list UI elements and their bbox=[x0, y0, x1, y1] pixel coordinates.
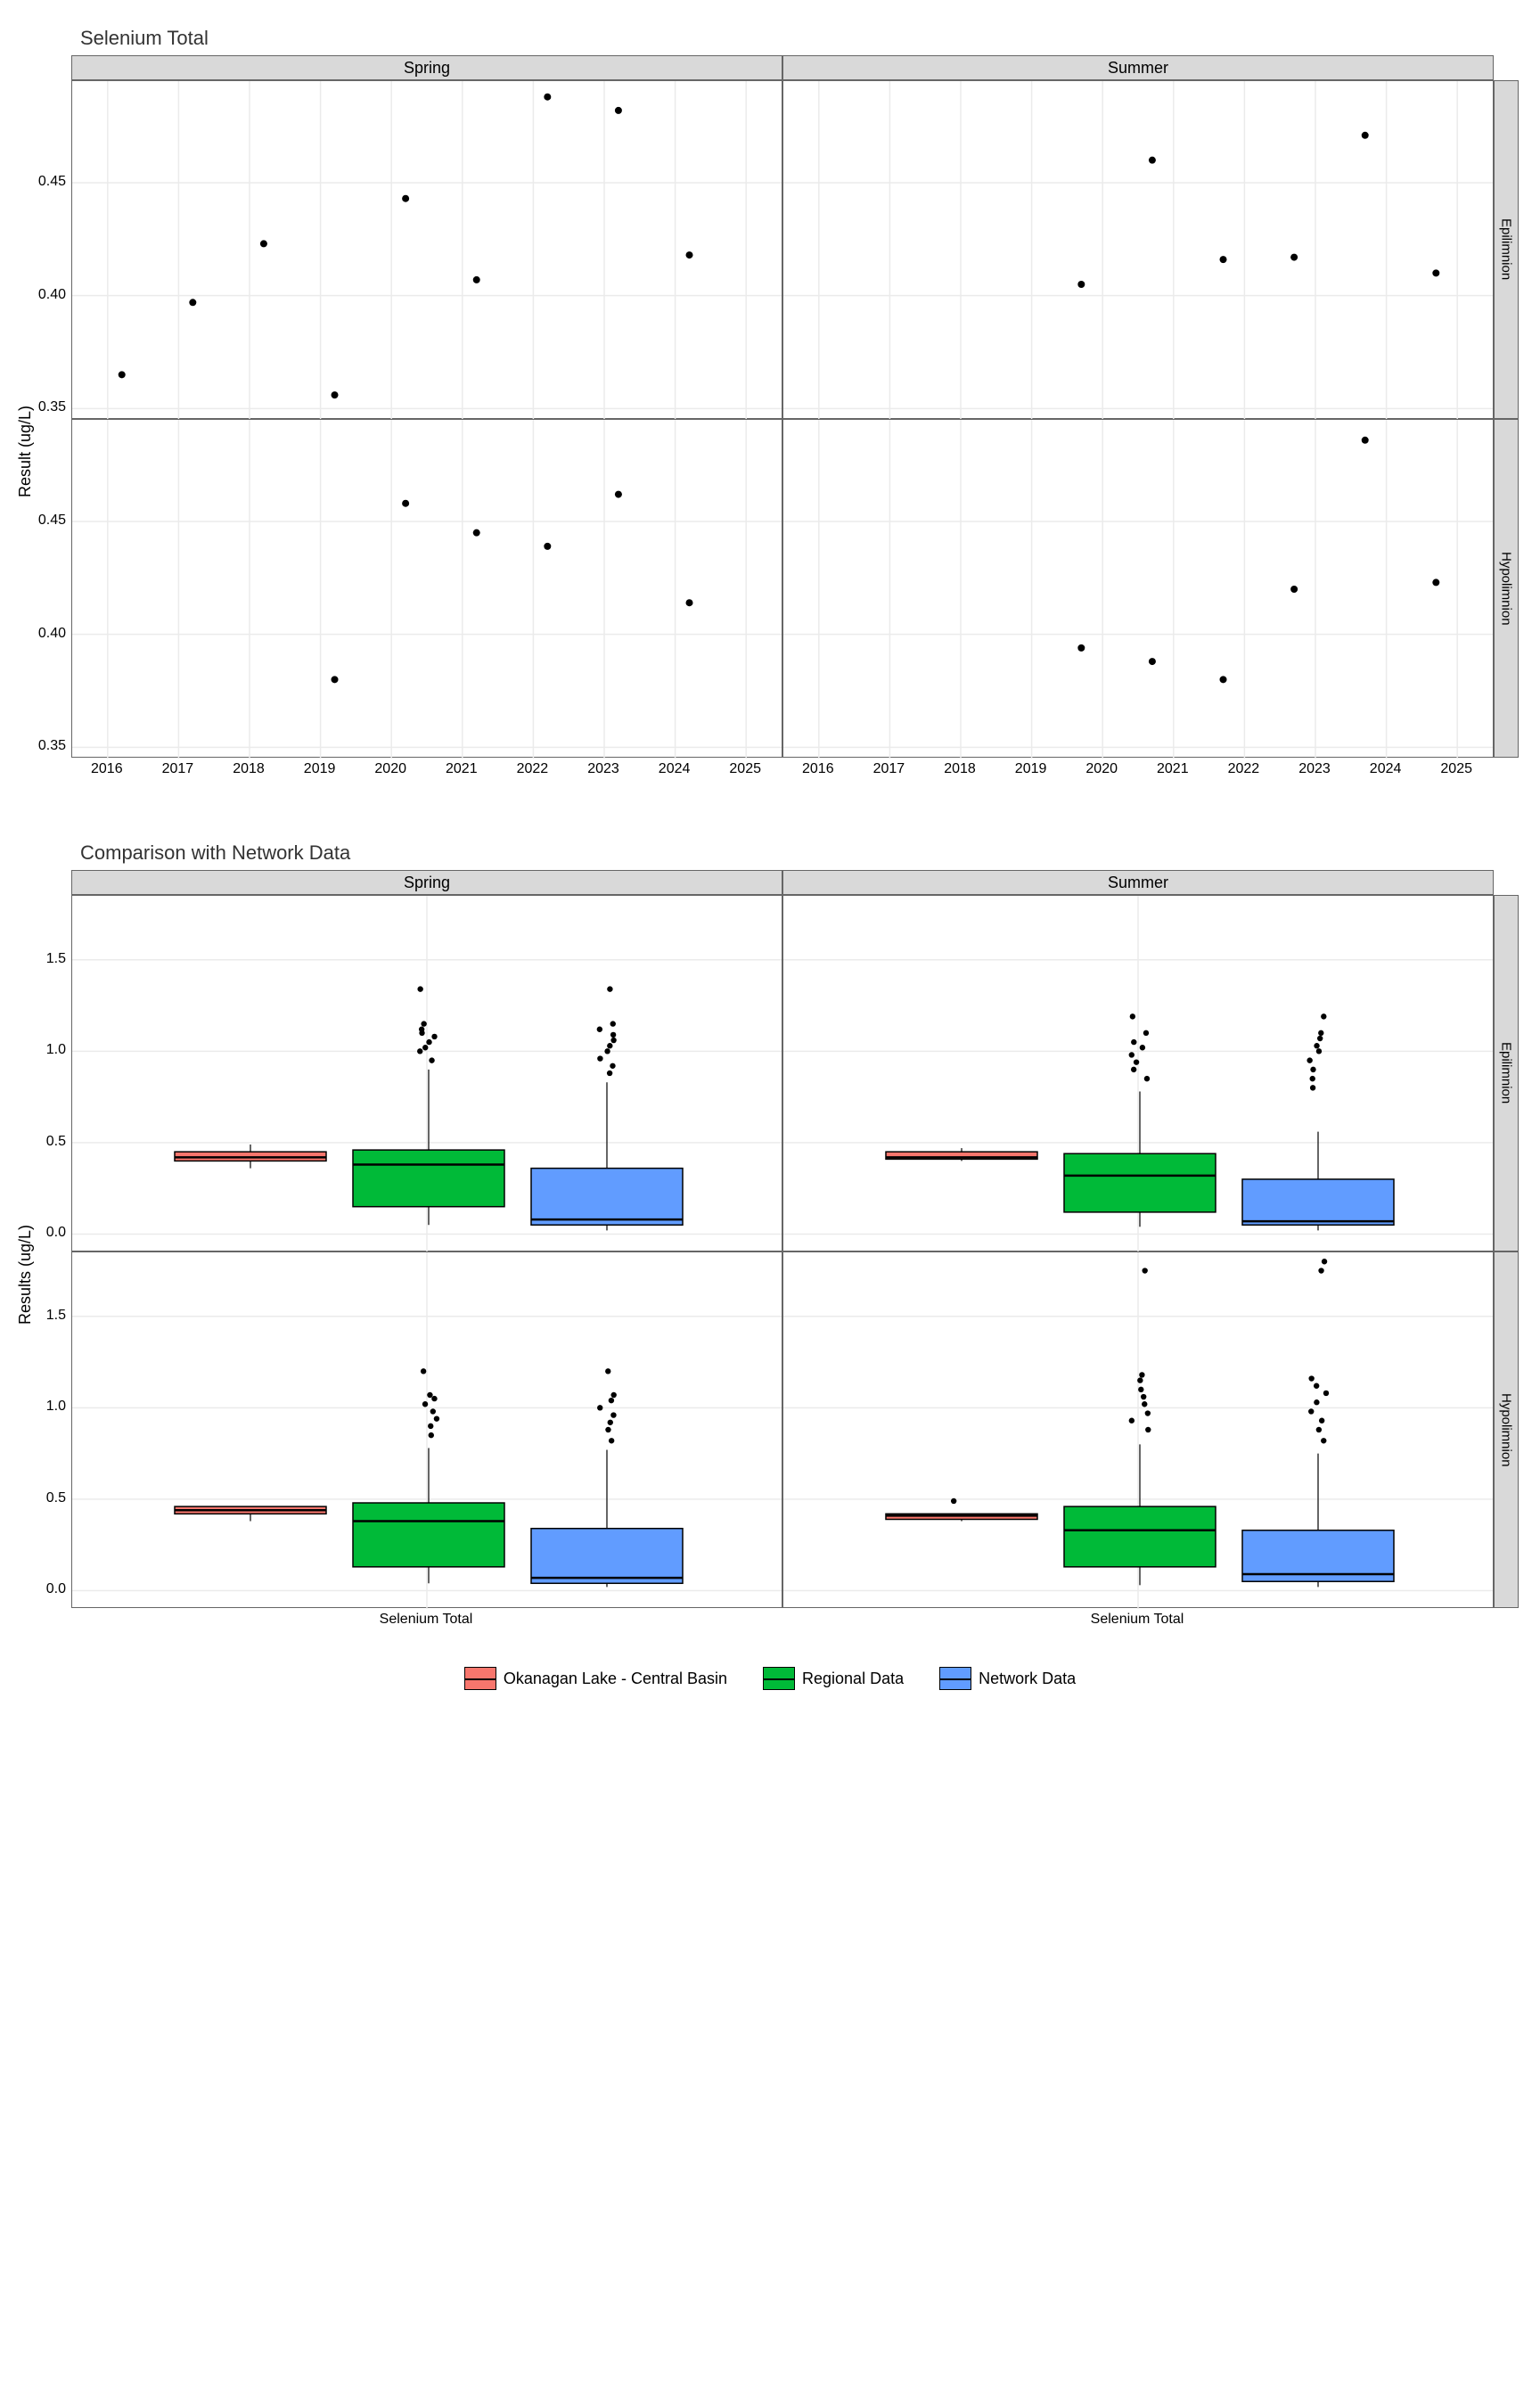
legend-label: Regional Data bbox=[802, 1670, 904, 1688]
scatter-panel-summer-epi bbox=[782, 80, 1494, 419]
box-panel-summer-hypo bbox=[782, 1251, 1494, 1608]
box-xticks-col0: Selenium Total bbox=[71, 1608, 782, 1640]
box-row-strip-epi: Epilimnion bbox=[1494, 895, 1519, 1251]
scatter-ylabel: Result (ug/L) bbox=[16, 362, 35, 540]
scatter-xticks-col1: 2016201720182019202020212022202320242025 bbox=[782, 758, 1494, 790]
boxplot-facet-grid: Spring Summer 0.00.51.01.5 Epilimnion 0.… bbox=[18, 870, 1515, 1640]
box-row-strip-hypo: Hypolimnion bbox=[1494, 1251, 1519, 1608]
box-col-strip-summer: Summer bbox=[782, 870, 1494, 895]
legend-item: Network Data bbox=[939, 1667, 1076, 1690]
box-col-strip-spring: Spring bbox=[71, 870, 782, 895]
legend-label: Okanagan Lake - Central Basin bbox=[504, 1670, 727, 1688]
box-panel-summer-epi bbox=[782, 895, 1494, 1251]
scatter-panel-summer-hypo bbox=[782, 419, 1494, 758]
box-panel-spring-hypo bbox=[71, 1251, 782, 1608]
scatter-col-strip-spring: Spring bbox=[71, 55, 782, 80]
scatter-facet-grid: Spring Summer 0.350.400.45 Epilimnion 0.… bbox=[18, 55, 1515, 790]
legend: Okanagan Lake - Central Basin Regional Da… bbox=[18, 1667, 1522, 1690]
scatter-xticks-col0: 2016201720182019202020212022202320242025 bbox=[71, 758, 782, 790]
scatter-title: Selenium Total bbox=[80, 27, 1522, 50]
legend-swatch bbox=[763, 1667, 795, 1690]
scatter-col-strip-summer: Summer bbox=[782, 55, 1494, 80]
scatter-panel-spring-hypo bbox=[71, 419, 782, 758]
legend-swatch bbox=[464, 1667, 496, 1690]
box-ylabel: Results (ug/L) bbox=[16, 1186, 35, 1364]
boxplot-title: Comparison with Network Data bbox=[80, 841, 1522, 865]
scatter-row-strip-hypo: Hypolimnion bbox=[1494, 419, 1519, 758]
legend-item: Okanagan Lake - Central Basin bbox=[464, 1667, 727, 1690]
legend-swatch bbox=[939, 1667, 971, 1690]
legend-label: Network Data bbox=[979, 1670, 1076, 1688]
scatter-row-strip-epi: Epilimnion bbox=[1494, 80, 1519, 419]
scatter-panel-spring-epi bbox=[71, 80, 782, 419]
box-panel-spring-epi bbox=[71, 895, 782, 1251]
box-xticks-col1: Selenium Total bbox=[782, 1608, 1494, 1640]
legend-item: Regional Data bbox=[763, 1667, 904, 1690]
